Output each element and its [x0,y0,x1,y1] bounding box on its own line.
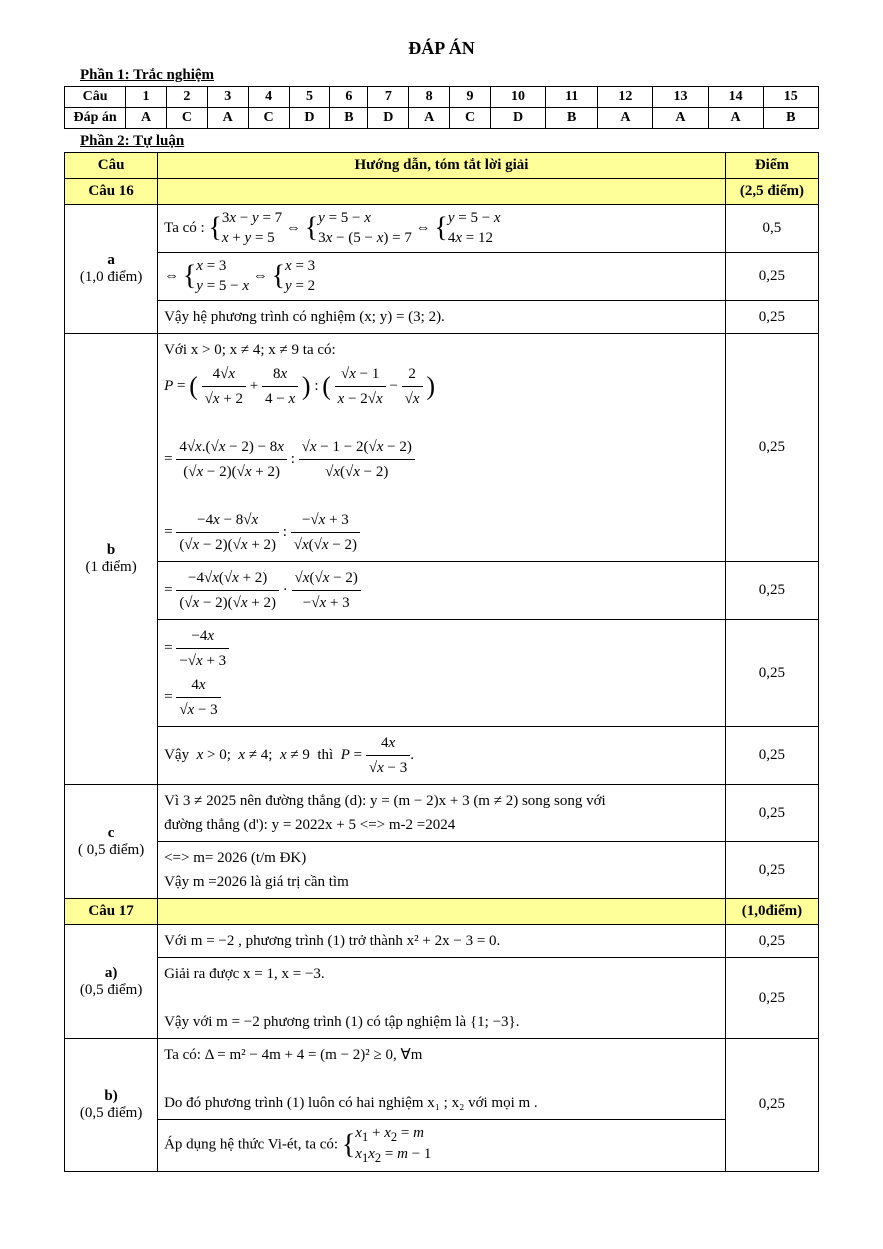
q17b-label-top: b) [104,1088,117,1104]
page-title: ĐÁP ÁN [40,38,843,59]
mcq-num: 5 [289,87,330,108]
essay-table: Câu Hướng dẫn, tóm tắt lời giải Điểm Câu… [64,152,819,1172]
q16b-label-bot: (1 điểm) [85,559,136,575]
q17b-r1a: Ta có: Δ = m² − 4m + 4 = (m − 2)² ≥ 0, ∀… [164,1047,422,1063]
q17a-r2b: Vậy với m = −2 phương trình (1) có tập n… [164,1014,519,1030]
mcq-num: 11 [546,87,598,108]
q16a-s3: 0,25 [725,301,818,334]
mcq-ans: A [126,108,167,129]
mcq-ans: A [409,108,450,129]
mcq-num: 4 [248,87,289,108]
q16b-r1-pre: Với x > 0; x ≠ 4; x ≠ 9 ta có: [164,342,336,358]
q16c-s2: 0,25 [725,842,818,899]
q17b-label: b) (0,5 điểm) [65,1039,158,1172]
q16c-r2b: Vậy m =2026 là giá trị cần tìm [164,874,349,890]
q16b-s4: 0,25 [725,727,818,785]
q16-label: Câu 16 [65,179,158,205]
mcq-num: 3 [207,87,248,108]
q16b-step1: Với x > 0; x ≠ 4; x ≠ 9 ta có: P = ( 4√x… [158,334,726,562]
q16a-step3: Vậy hệ phương trình có nghiệm (x; y) = (… [158,301,726,334]
mcq-ans: B [763,108,818,129]
essay-head-guide: Hướng dẫn, tóm tắt lời giải [158,153,726,179]
part2-label: Phần 2: Tự luận [80,133,843,150]
q17a-label: a) (0,5 điểm) [65,925,158,1039]
q17b-label-bot: (0,5 điểm) [80,1105,142,1121]
q16a-step1: Ta có : {3x − y = 7x + y = 5 ⇔ {y = 5 − … [158,205,726,253]
mcq-ans: D [368,108,409,129]
q17b-step2: Áp dụng hệ thức Vi-ét, ta có: {x1 + x2 =… [158,1120,726,1172]
q17a-s2: 0,25 [725,958,818,1039]
mcq-ans: A [598,108,653,129]
mcq-ans: A [653,108,708,129]
q16b-s2: 0,25 [725,562,818,620]
q16c-s1: 0,25 [725,785,818,842]
q16b-label-top: b [107,542,115,558]
mcq-answer-row: Đáp án A C A C D B D A C D B A A A B [65,108,819,129]
q17a-step2: Giải ra được x = 1, x = −3. Vậy với m = … [158,958,726,1039]
q17b-r1b: Do đó phương trình (1) luôn có hai nghiệ… [164,1095,538,1111]
q16b-s3: 0,25 [725,620,818,727]
q16-empty [158,179,726,205]
mcq-num: 9 [450,87,491,108]
mcq-table: Câu 1 2 3 4 5 6 7 8 9 10 11 12 13 14 15 … [64,86,819,129]
mcq-ans: A [207,108,248,129]
mcq-num: 1 [126,87,167,108]
mcq-ans: D [289,108,330,129]
q16a-s2: 0,25 [725,253,818,301]
mcq-num: 2 [166,87,207,108]
mcq-num: 8 [409,87,450,108]
mcq-header-row: Câu 1 2 3 4 5 6 7 8 9 10 11 12 13 14 15 [65,87,819,108]
q16b-step3: = −4x−√x + 3 = 4x√x − 3 [158,620,726,727]
mcq-num: 12 [598,87,653,108]
mcq-num: 7 [368,87,409,108]
q16c-r1b: đường thẳng (d'): y = 2022x + 5 <=> m-2 … [164,817,455,833]
q16a-s1: 0,5 [725,205,818,253]
q16a-step2: ⇔ {x = 3y = 5 − x ⇔ {x = 3y = 2 [158,253,726,301]
mcq-ans: D [490,108,545,129]
mcq-ans: C [166,108,207,129]
mcq-rowlabel-cau: Câu [65,87,126,108]
essay-head-cau: Câu [65,153,158,179]
q17-empty [158,899,726,925]
mcq-num: 6 [330,87,368,108]
mcq-ans: B [546,108,598,129]
part1-label: Phần 1: Trắc nghiệm [80,67,843,84]
q16b-step2: = −4√x(√x + 2)(√x − 2)(√x + 2) · √x(√x −… [158,562,726,620]
q16-score-header: (2,5 điểm) [725,179,818,205]
q16c-step2: <=> m= 2026 (t/m ĐK) Vậy m =2026 là giá … [158,842,726,899]
q16a-label: a (1,0 điểm) [65,205,158,334]
q17a-r2a: Giải ra được x = 1, x = −3. [164,966,325,982]
q16b-label: b (1 điểm) [65,334,158,785]
q16c-r1a: Vì 3 ≠ 2025 nên đường thẳng (d): y = (m … [164,793,606,809]
mcq-ans: C [248,108,289,129]
q17a-s1: 0,25 [725,925,818,958]
mcq-ans: B [330,108,368,129]
q17a-step1: Với m = −2 , phương trình (1) trở thành … [158,925,726,958]
q17b-s1: 0,25 [725,1039,818,1172]
q16c-r2a: <=> m= 2026 (t/m ĐK) [164,850,306,866]
q17a-label-top: a) [105,965,118,981]
q16c-step1: Vì 3 ≠ 2025 nên đường thẳng (d): y = (m … [158,785,726,842]
q17b-step1: Ta có: Δ = m² − 4m + 4 = (m − 2)² ≥ 0, ∀… [158,1039,726,1120]
mcq-rowlabel-ans: Đáp án [65,108,126,129]
q16b-step4: Vậy x > 0; x ≠ 4; x ≠ 9 thì P = 4x√x − 3… [158,727,726,785]
q16b-s1: 0,25 [725,334,818,562]
q16c-label-bot: ( 0,5 điểm) [78,842,144,858]
q17a-label-bot: (0,5 điểm) [80,982,142,998]
mcq-ans: A [708,108,763,129]
q16c-label-top: c [108,825,115,841]
q17-score-header: (1,0điểm) [725,899,818,925]
essay-head-score: Điểm [725,153,818,179]
q16c-label: c ( 0,5 điểm) [65,785,158,899]
mcq-ans: C [450,108,491,129]
q16a-label-bot: (1,0 điểm) [80,269,142,285]
q16a-label-top: a [107,252,115,268]
mcq-num: 14 [708,87,763,108]
mcq-num: 15 [763,87,818,108]
mcq-num: 13 [653,87,708,108]
q17-label: Câu 17 [65,899,158,925]
mcq-num: 10 [490,87,545,108]
